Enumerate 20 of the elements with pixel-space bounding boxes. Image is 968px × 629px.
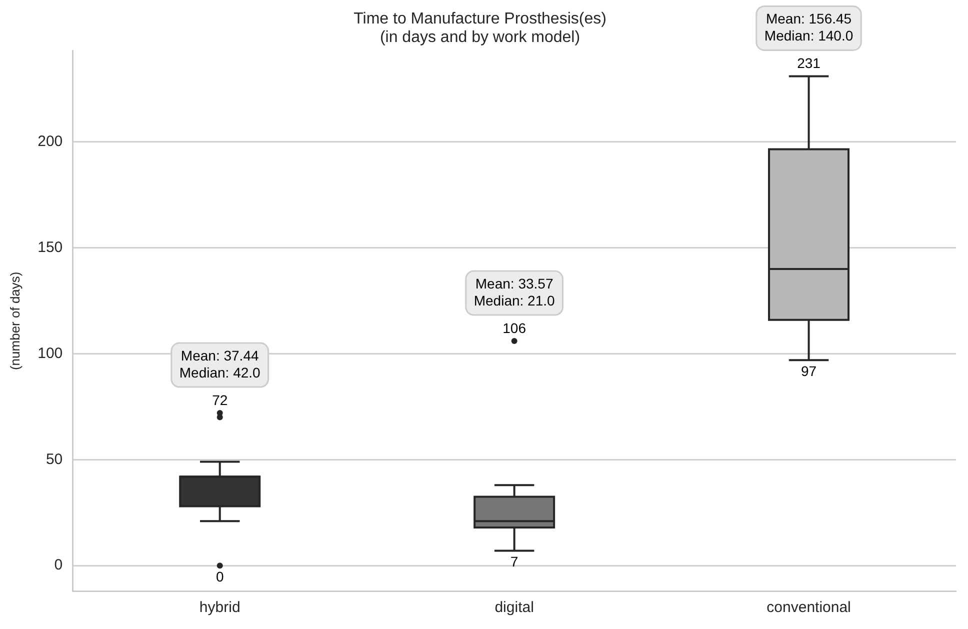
annotation: 97: [800, 362, 817, 379]
x-tick-label: digital: [494, 599, 534, 616]
y-axis-title: (number of days): [7, 272, 22, 370]
annotation: 72: [212, 392, 228, 408]
x-tick-label: conventional: [766, 599, 851, 616]
y-tick-label: 150: [38, 238, 63, 256]
y-tick-label: 50: [46, 450, 63, 468]
y-tick-label: 100: [38, 344, 63, 362]
y-tick-label: 0: [54, 556, 63, 574]
annotation: Mean: 33.57 Median: 21.0: [474, 275, 555, 308]
chart-title: Time to Manufacture Prosthesis(es): [354, 10, 606, 28]
y-tick-label: 200: [38, 133, 63, 150]
annotation: 7: [510, 554, 518, 570]
x-tick-label: hybrid: [199, 599, 240, 616]
annotation: 0: [216, 568, 224, 584]
annotation: Mean: 37.44 Median: 42.0: [179, 347, 261, 380]
chart-subtitle: (in days and by work model): [380, 29, 580, 46]
annotation: 106: [502, 320, 526, 336]
annotation: 231: [797, 55, 821, 72]
text: Mean: 156.45 Median: 140.0: [764, 10, 854, 44]
